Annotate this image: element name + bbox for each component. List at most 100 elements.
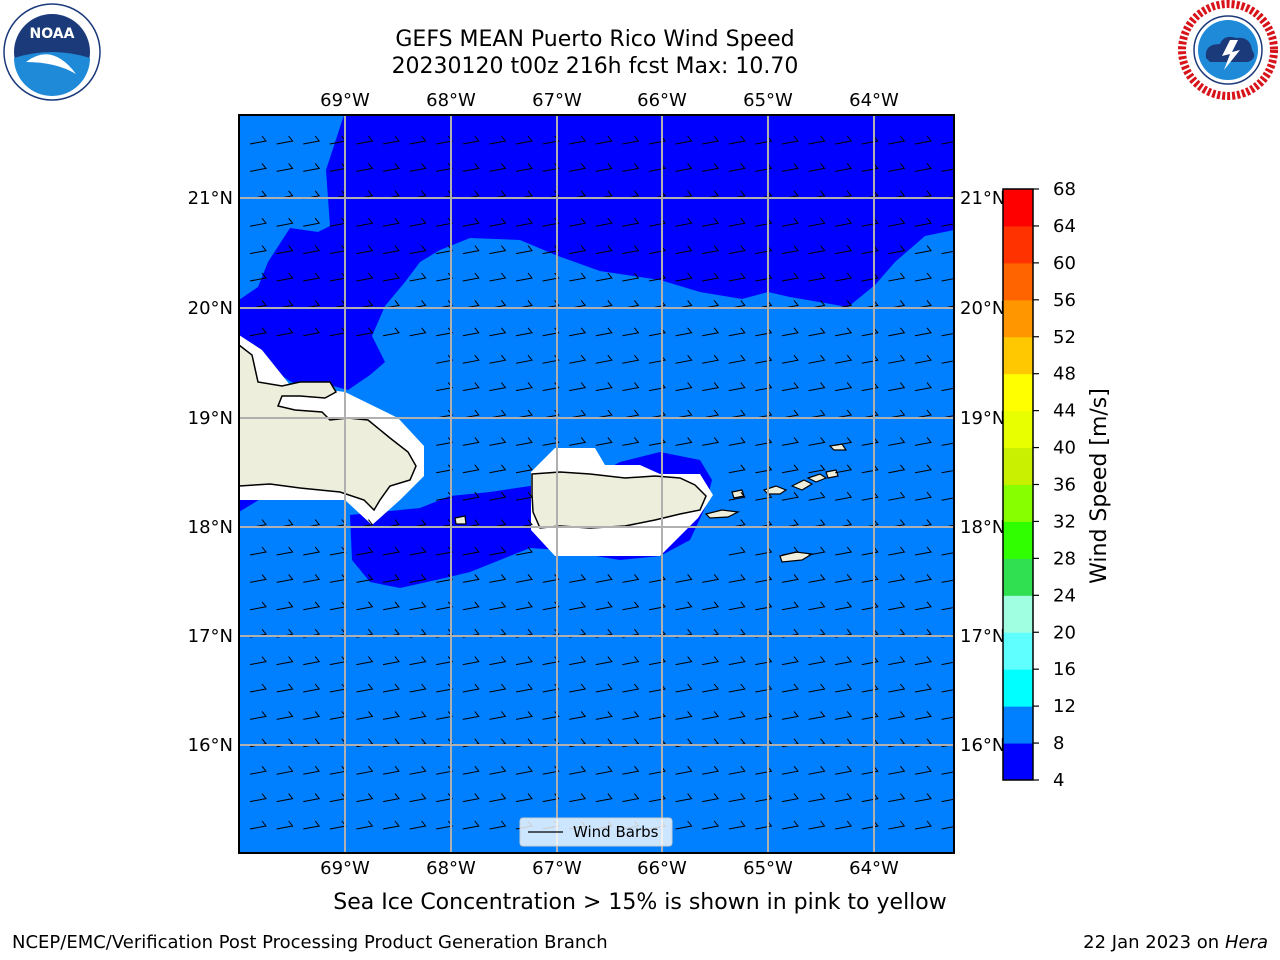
- colorbar-segment: [1003, 410, 1033, 449]
- wind-barb: [356, 245, 374, 255]
- wind-barb: [462, 711, 480, 720]
- lon-label-bottom-3: 67°W: [532, 858, 582, 879]
- wind-barb: [914, 217, 932, 227]
- wind-barb: [249, 711, 267, 720]
- map-frame: [238, 114, 955, 854]
- wind-barb: [356, 163, 374, 172]
- wind-barb: [542, 601, 560, 611]
- legend-label: Wind Barbs: [573, 823, 659, 841]
- wind-barb: [941, 464, 954, 474]
- wind-barb: [835, 546, 853, 556]
- wind-barb: [622, 765, 640, 775]
- wind-barb: [489, 327, 507, 337]
- wind-barb: [835, 163, 853, 172]
- wind-barb: [808, 601, 826, 611]
- colorbar-tick-label: 20: [1053, 622, 1076, 643]
- wind-barb: [702, 574, 720, 583]
- wind-barb: [569, 382, 587, 392]
- wind-barb: [808, 437, 826, 446]
- colorbar-tick-label: 28: [1053, 548, 1076, 569]
- wind-barb: [728, 546, 746, 556]
- wind-barb: [835, 765, 853, 775]
- wind-barb: [276, 327, 294, 337]
- wind-barb: [941, 437, 954, 446]
- wind-barb: [276, 546, 294, 556]
- wind-barb: [436, 656, 454, 666]
- wind-barb: [675, 820, 693, 830]
- wind-barb: [781, 491, 799, 501]
- wind-barb: [808, 354, 826, 364]
- wind-barb: [436, 437, 454, 446]
- wind-barb: [861, 793, 879, 803]
- lon-label-top-2: 68°W: [426, 90, 476, 111]
- wind-barb: [702, 437, 720, 446]
- wind-barb: [515, 546, 533, 556]
- wind-barb: [409, 765, 427, 775]
- wind-barb: [489, 217, 507, 227]
- map-legend: Wind Barbs: [519, 817, 673, 847]
- wind-barb: [276, 601, 294, 611]
- wind-barb: [542, 437, 560, 446]
- wind-barb: [303, 820, 321, 830]
- wind-barb: [835, 601, 853, 611]
- noaa-logo-icon: NOAA: [3, 3, 101, 101]
- wind-barb: [436, 546, 454, 556]
- wind-barb: [808, 217, 826, 227]
- wind-barb: [409, 163, 427, 172]
- wind-barb: [888, 464, 906, 474]
- wind-barb: [515, 793, 533, 803]
- wind-barb: [249, 683, 267, 693]
- wind-barb: [409, 272, 427, 282]
- wind-barb: [489, 574, 507, 583]
- wind-barb: [515, 327, 533, 337]
- wind-barb: [356, 793, 374, 803]
- wind-barb: [914, 327, 932, 337]
- colorbar-segment: [1003, 706, 1033, 744]
- colorbar-tick-label: 36: [1053, 475, 1076, 496]
- lat-label-right-4: 18°N: [960, 517, 1005, 538]
- wind-barb: [515, 217, 533, 227]
- wind-barb: [515, 135, 533, 145]
- wind-barb: [728, 437, 746, 446]
- wind-barb: [276, 245, 294, 255]
- wind-barb: [622, 574, 640, 583]
- wind-barb: [808, 793, 826, 803]
- wind-barb: [914, 245, 932, 255]
- wind-barb: [409, 327, 427, 337]
- wind-barb: [356, 327, 374, 337]
- colorbar-tick-label: 32: [1053, 511, 1076, 532]
- wind-barb: [781, 354, 799, 364]
- wind-barb: [409, 793, 427, 803]
- wind-barb: [835, 656, 853, 666]
- wind-barb: [436, 820, 454, 830]
- wind-barb: [303, 135, 321, 145]
- wind-barb: [728, 820, 746, 830]
- wind-barb: [515, 683, 533, 693]
- wind-barb: [861, 711, 879, 720]
- wind-barb: [808, 683, 826, 693]
- wind-barb: [382, 683, 400, 693]
- wind-barb: [462, 437, 480, 446]
- colorbar-tick-label: 12: [1053, 696, 1076, 717]
- colorbar-tick-label: 24: [1053, 585, 1076, 606]
- wind-barb: [489, 272, 507, 282]
- wind-barb: [436, 683, 454, 693]
- wind-barb: [675, 656, 693, 666]
- lon-label-bottom-2: 68°W: [426, 858, 476, 879]
- wind-barb: [249, 793, 267, 803]
- wind-barb: [914, 272, 932, 282]
- wind-barb: [781, 574, 799, 583]
- wind-barb: [781, 793, 799, 803]
- wind-barb: [781, 245, 799, 255]
- wind-barb: [303, 272, 321, 282]
- colorbar-tick-label: 64: [1053, 216, 1076, 237]
- wind-barb: [781, 163, 799, 172]
- wind-barb: [249, 163, 267, 172]
- wind-barb: [595, 163, 613, 172]
- wind-barb: [835, 272, 853, 282]
- wind-barb: [515, 245, 533, 255]
- wind-barb: [914, 437, 932, 446]
- wind-barb: [861, 491, 879, 501]
- footer-machine: Hera: [1224, 932, 1268, 953]
- wind-barb: [622, 327, 640, 337]
